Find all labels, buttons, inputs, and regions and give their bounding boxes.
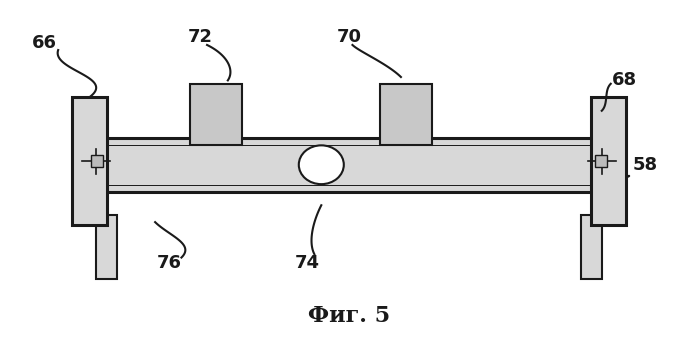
- Text: 76: 76: [156, 253, 181, 272]
- Bar: [591, 97, 626, 225]
- Text: 72: 72: [188, 27, 213, 46]
- Bar: [380, 84, 432, 144]
- Bar: [96, 215, 117, 280]
- Bar: [595, 155, 607, 167]
- Bar: [190, 84, 242, 144]
- Text: 68: 68: [612, 71, 637, 90]
- Bar: [91, 155, 103, 167]
- Text: 70: 70: [336, 27, 362, 46]
- Text: 58: 58: [633, 156, 658, 174]
- Text: 66: 66: [32, 34, 57, 52]
- Bar: [581, 215, 602, 280]
- Ellipse shape: [299, 145, 344, 184]
- Text: Фиг. 5: Фиг. 5: [308, 305, 390, 327]
- Bar: [72, 97, 107, 225]
- Text: 74: 74: [295, 253, 320, 272]
- Bar: [93, 138, 605, 192]
